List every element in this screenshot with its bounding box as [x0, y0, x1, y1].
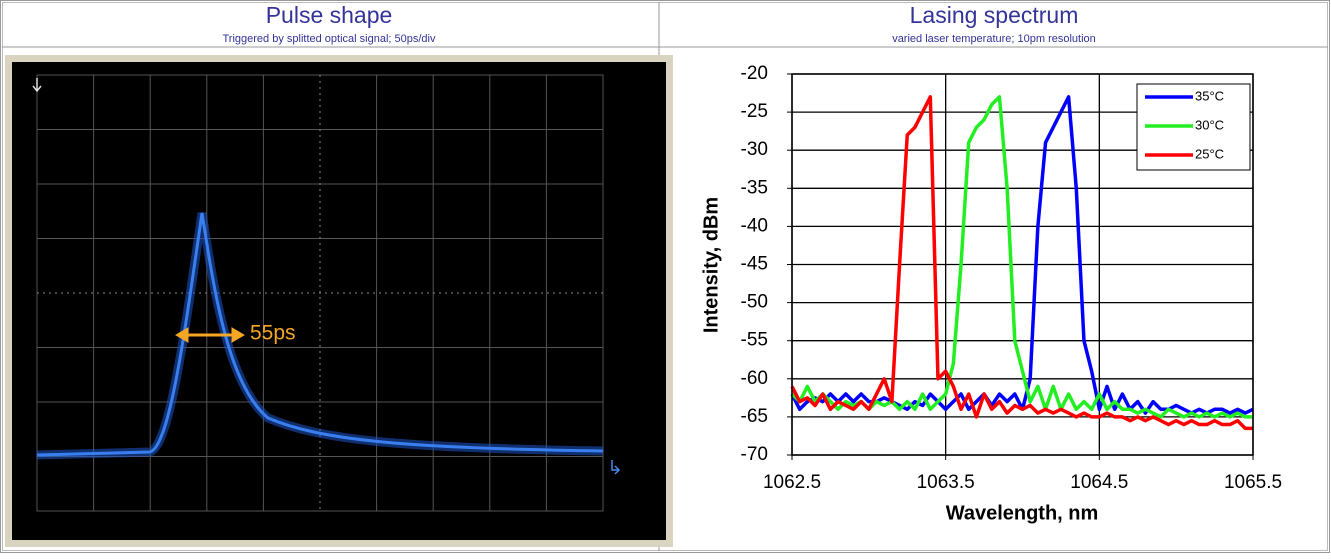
legend: 35°C 30°C 25°C: [1137, 84, 1250, 170]
spectrum-chart: Wavelength, nm Intensity, dBm -70 -65 -60 -…: [700, 63, 1282, 524]
panel-subtitle: varied laser temperature; 10pm resolutio…: [892, 33, 1096, 45]
panel-title: Lasing spectrum: [910, 2, 1079, 28]
y-tick-label: -50: [741, 292, 768, 313]
y-axis-label: Intensity, dBm: [700, 197, 722, 333]
x-tick-label: 1062.5: [763, 472, 821, 493]
legend-label: 35°C: [1195, 88, 1224, 103]
screen: [12, 62, 666, 540]
y-tick-label: -45: [741, 254, 768, 275]
y-tick-label: -40: [741, 215, 768, 236]
y-tick-label: -35: [741, 177, 768, 198]
legend-label: 30°C: [1195, 117, 1224, 132]
y-tick-label: -65: [741, 406, 768, 427]
y-tick-label: -60: [741, 368, 768, 389]
x-tick-label: 1064.5: [1070, 472, 1128, 493]
oscilloscope: 55ps: [5, 55, 673, 547]
page: Pulse shape Triggered by splitted optica…: [0, 0, 1331, 559]
panel-subtitle: Triggered by splitted optical signal; 50…: [223, 33, 436, 45]
panel-title: Pulse shape: [266, 2, 393, 28]
y-tick-label: -30: [741, 139, 768, 160]
legend-label: 25°C: [1195, 146, 1224, 161]
x-tick-label: 1065.5: [1224, 472, 1282, 493]
y-tick-label: -25: [741, 101, 768, 122]
y-tick-label: -20: [741, 63, 768, 84]
y-tick-label: -55: [741, 330, 768, 351]
y-tick-label: -70: [741, 444, 768, 465]
fwhm-label: 55ps: [250, 322, 296, 345]
x-tick-label: 1063.5: [917, 472, 975, 493]
x-axis-label: Wavelength, nm: [946, 502, 1099, 524]
